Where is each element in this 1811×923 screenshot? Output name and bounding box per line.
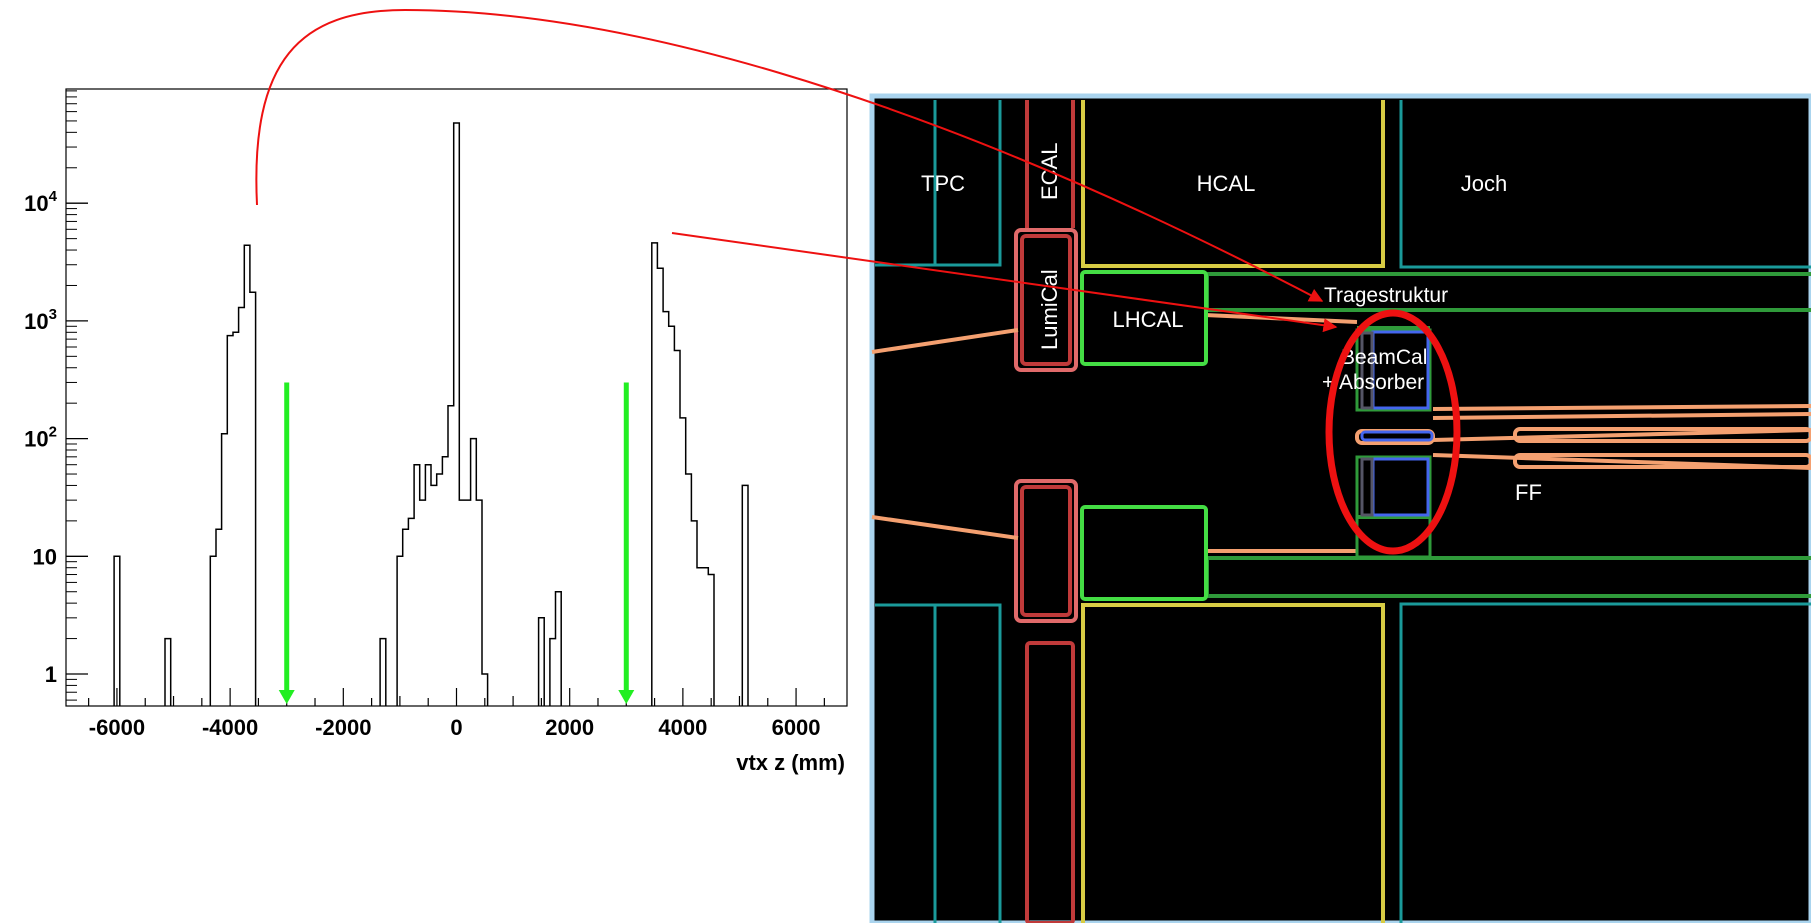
x-tick-label: 6000 xyxy=(772,715,821,740)
x-axis-label: vtx z (mm) xyxy=(736,750,845,775)
x-tick-label: -6000 xyxy=(89,715,145,740)
lumical-outline xyxy=(1014,228,1078,623)
label-ff: FF xyxy=(1515,480,1542,505)
label-beamcal: BeamCal xyxy=(1341,346,1427,369)
y-axis-ticks: 1 10 102 103 104 xyxy=(24,188,88,687)
lhcal-outline xyxy=(1080,270,1208,601)
y-tick-label: 1 xyxy=(45,662,57,687)
y-tick-label: 104 xyxy=(24,188,57,216)
beam-pipe xyxy=(871,313,1811,553)
y-minor-ticks xyxy=(66,90,77,701)
cut-markers xyxy=(278,382,635,704)
x-tick-label: -4000 xyxy=(202,715,258,740)
tpc-outline xyxy=(875,100,1811,923)
x-tick-label: 2000 xyxy=(545,715,594,740)
label-lumical: LumiCal xyxy=(1037,269,1062,350)
y-tick-label: 10 xyxy=(33,544,57,569)
cut-arrow-head xyxy=(618,690,635,704)
x-tick-label: 4000 xyxy=(658,715,707,740)
histogram-outline xyxy=(113,122,749,706)
detector-schematic: TPC ECAL HCAL Joch LumiCal LHCAL Tragest… xyxy=(869,93,1811,923)
y-tick-label: 102 xyxy=(24,424,57,452)
label-tpc: TPC xyxy=(921,171,965,196)
hcal-outline xyxy=(1081,100,1385,923)
annotation-arrows xyxy=(255,8,1338,333)
arrow-right-peak xyxy=(671,232,1338,333)
ecal-outline xyxy=(1025,100,1075,923)
label-absorber: + Absorber xyxy=(1322,371,1424,394)
label-tragestruktur: Tragestruktur xyxy=(1324,284,1448,307)
label-hcal: HCAL xyxy=(1197,171,1256,196)
beamcal-highlight-ellipse xyxy=(1325,309,1461,555)
vtx-z-histogram: -6000 -4000 -2000 0 2000 4000 6000 1 10 102 103 10… xyxy=(24,88,848,775)
cut-arrow-head xyxy=(278,690,295,704)
label-lhcal: LHCAL xyxy=(1113,307,1184,332)
label-joch: Joch xyxy=(1461,171,1507,196)
x-tick-label: 0 xyxy=(450,715,462,740)
plot-frame xyxy=(65,88,848,707)
arrow-left-peak xyxy=(255,8,1324,302)
beamcal-outline xyxy=(1355,328,1434,559)
y-tick-label: 103 xyxy=(24,306,57,334)
x-tick-label: -2000 xyxy=(315,715,371,740)
x-axis-ticks: -6000 -4000 -2000 0 2000 4000 6000 xyxy=(88,688,825,740)
